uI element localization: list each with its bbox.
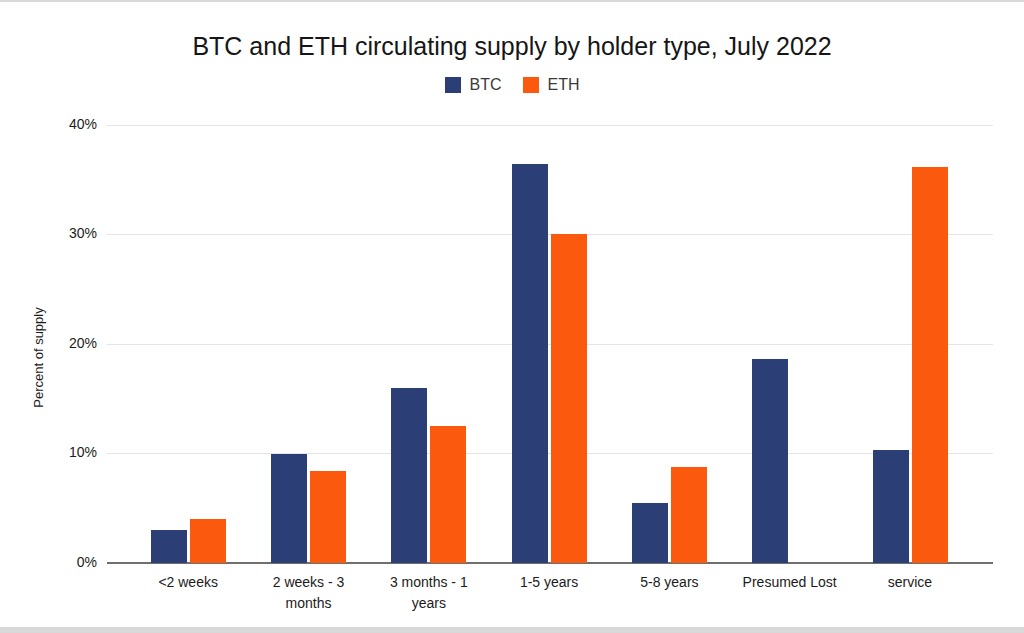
bar-btc	[512, 164, 548, 563]
bar-btc	[151, 530, 187, 563]
bar-eth	[310, 471, 346, 563]
bar-btc	[873, 450, 909, 563]
bar-btc	[391, 388, 427, 563]
bar-btc	[632, 503, 668, 563]
y-tick-label: 40%	[47, 116, 97, 132]
x-category-label: 5-8 years	[617, 572, 721, 593]
bottom-edge-strip	[0, 627, 1024, 633]
bar-eth	[190, 519, 226, 563]
bar-eth	[671, 467, 707, 563]
legend-item-btc: BTC	[445, 76, 502, 94]
bar-eth	[551, 234, 587, 563]
y-tick-label: 0%	[47, 554, 97, 570]
x-category-label: service	[858, 572, 962, 593]
bar-btc	[752, 359, 788, 563]
eth-color-swatch	[523, 77, 539, 93]
chart-title: BTC and ETH circulating supply by holder…	[0, 32, 1024, 61]
x-category-label: 1-5 years	[497, 572, 601, 593]
legend-label-eth: ETH	[548, 76, 580, 94]
x-category-label: 3 months - 1 years	[377, 572, 481, 614]
x-category-label: <2 weeks	[136, 572, 240, 593]
legend-label-btc: BTC	[470, 76, 502, 94]
legend: BTC ETH	[0, 76, 1024, 94]
y-axis-title: Percent of supply	[31, 283, 46, 433]
x-category-label: 2 weeks - 3 months	[257, 572, 361, 614]
btc-color-swatch	[445, 77, 461, 93]
x-category-label: Presumed Lost	[738, 572, 842, 593]
chart-background: BTC and ETH circulating supply by holder…	[0, 0, 1024, 633]
y-tick-label: 10%	[47, 444, 97, 460]
y-tick-label: 20%	[47, 335, 97, 351]
gridline	[107, 125, 993, 126]
bar-btc	[271, 454, 307, 563]
bar-eth	[430, 426, 466, 563]
bar-eth	[912, 167, 948, 563]
legend-item-eth: ETH	[523, 76, 580, 94]
y-tick-label: 30%	[47, 225, 97, 241]
